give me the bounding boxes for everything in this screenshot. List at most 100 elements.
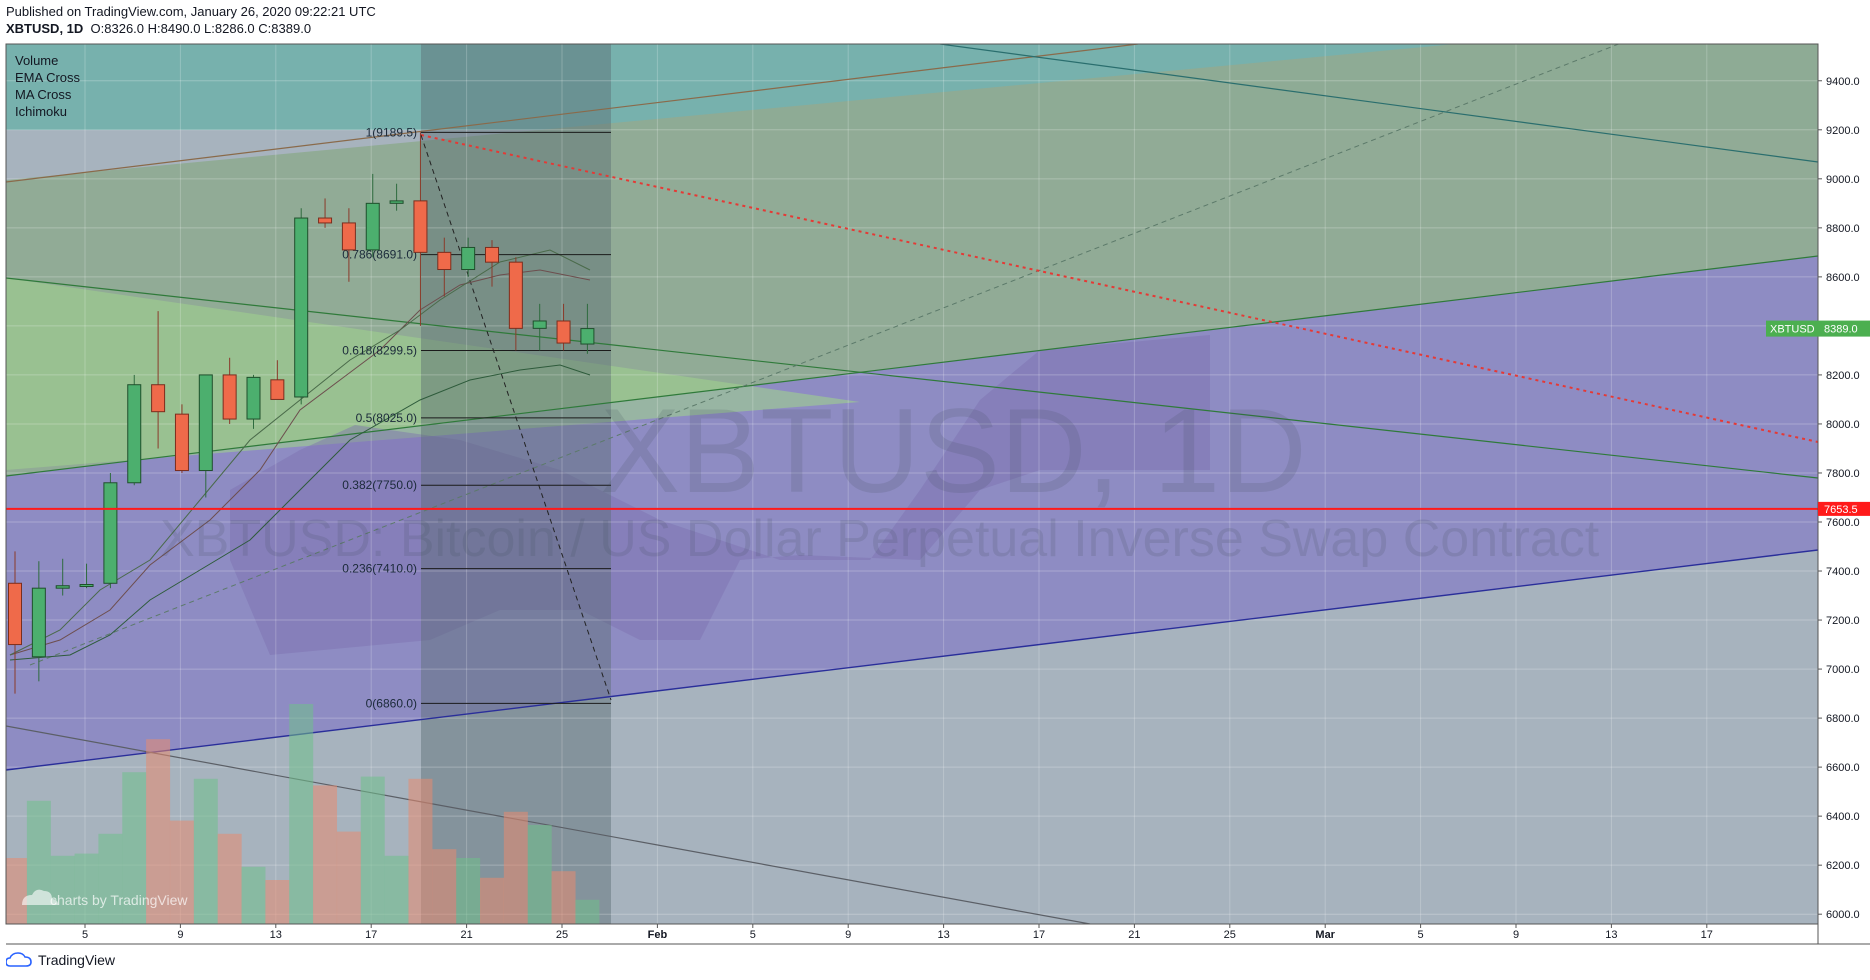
purple-channel-zone bbox=[6, 256, 1818, 770]
low-value: 8286.0 bbox=[214, 21, 255, 36]
candle-body[interactable] bbox=[508, 261, 523, 329]
fib-level-label: 0.382(7750.0) bbox=[342, 478, 417, 492]
candle-body[interactable] bbox=[55, 585, 70, 589]
symbol-tag bbox=[1766, 320, 1818, 337]
candle-body[interactable] bbox=[222, 374, 237, 420]
x-tick-label: 13 bbox=[270, 929, 282, 941]
volume-bar bbox=[456, 858, 481, 924]
indicator-legend[interactable]: Volume EMA Cross MA Cross Ichimoku bbox=[15, 52, 80, 120]
volume-bar bbox=[146, 739, 171, 924]
dashed-trend-line[interactable] bbox=[29, 20, 1680, 666]
chart-credit: charts by TradingView bbox=[50, 892, 188, 908]
x-tick-label: 5 bbox=[750, 929, 756, 941]
y-tick-label: 6400.0 bbox=[1826, 811, 1860, 823]
high-label: H: bbox=[147, 21, 161, 36]
resistance-line-upper[interactable] bbox=[6, 44, 1139, 183]
volume-bar bbox=[480, 877, 504, 924]
volume-bar bbox=[265, 880, 290, 924]
candle-body[interactable] bbox=[437, 251, 452, 271]
cloud-icon bbox=[22, 889, 58, 905]
x-tick-label: 5 bbox=[1418, 929, 1424, 941]
ichimoku-cloud bbox=[230, 335, 1210, 655]
ichimoku-baseline bbox=[9, 364, 591, 661]
candle-body[interactable] bbox=[103, 482, 118, 584]
volume-bar bbox=[241, 866, 266, 924]
x-tick-label: 9 bbox=[1513, 929, 1519, 941]
volume-bar bbox=[503, 811, 528, 924]
x-tick-label: 17 bbox=[1701, 929, 1713, 941]
y-tick-label: 9000.0 bbox=[1826, 174, 1860, 186]
candle-body[interactable] bbox=[461, 246, 476, 271]
time-axis[interactable] bbox=[6, 924, 1870, 944]
volume-bar bbox=[432, 849, 457, 924]
candle-body[interactable] bbox=[532, 320, 547, 329]
green-support-line[interactable] bbox=[6, 255, 1818, 477]
last-price-tag bbox=[1818, 320, 1870, 337]
candle-body[interactable] bbox=[294, 217, 309, 398]
volume-bar bbox=[384, 855, 409, 924]
volume-bar bbox=[527, 825, 552, 924]
y-tick-label: 7400.0 bbox=[1826, 566, 1860, 578]
candle-body[interactable] bbox=[485, 246, 499, 263]
fib-level-label: 0(6860.0) bbox=[366, 696, 417, 710]
candle-body[interactable] bbox=[389, 200, 404, 204]
candle-body[interactable] bbox=[556, 320, 571, 344]
candle-body[interactable] bbox=[79, 584, 94, 588]
teal-trendline[interactable] bbox=[939, 44, 1818, 163]
price-axis[interactable] bbox=[1818, 44, 1870, 924]
candle-body[interactable] bbox=[174, 413, 189, 472]
symbol-tag-text: XBTUSD bbox=[1770, 324, 1815, 336]
x-tick-label: 17 bbox=[365, 929, 377, 941]
red-dotted-trendline[interactable] bbox=[420, 134, 1818, 443]
y-tick-label: 7600.0 bbox=[1826, 517, 1860, 529]
candle-body[interactable] bbox=[341, 222, 356, 251]
footer-tradingview: TradingView bbox=[38, 952, 116, 968]
fib-level-label: 0.786(8691.0) bbox=[342, 248, 417, 262]
volume-bar bbox=[74, 853, 99, 924]
fib-level-label: 1(9189.5) bbox=[366, 125, 417, 139]
volume-bar bbox=[575, 899, 600, 924]
candle-body[interactable] bbox=[151, 384, 166, 413]
last-price-text: 8389.0 bbox=[1824, 324, 1858, 336]
indicator-ma-cross[interactable]: MA Cross bbox=[15, 87, 72, 102]
volume-bar bbox=[50, 855, 75, 924]
candle-body[interactable] bbox=[31, 587, 46, 658]
volume-bar bbox=[193, 778, 218, 924]
open-value: 8326.0 bbox=[104, 21, 145, 36]
volume-bar bbox=[26, 800, 51, 924]
x-tick-label: Mar bbox=[1315, 929, 1335, 941]
y-tick-label: 6200.0 bbox=[1826, 860, 1860, 872]
red-line-price-tag bbox=[1818, 501, 1870, 516]
candle-body[interactable] bbox=[198, 374, 213, 472]
candle-body[interactable] bbox=[8, 582, 22, 646]
candle-body[interactable] bbox=[413, 200, 428, 253]
y-tick-label: 8200.0 bbox=[1826, 370, 1860, 382]
y-tick-label: 8600.0 bbox=[1826, 272, 1860, 284]
x-tick-label: 21 bbox=[1128, 929, 1140, 941]
indicator-ema-cross[interactable]: EMA Cross bbox=[15, 70, 81, 85]
close-value: 8389.0 bbox=[271, 21, 312, 36]
x-tick-label: 25 bbox=[1224, 929, 1236, 941]
candle-body[interactable] bbox=[580, 328, 595, 345]
candle-body[interactable] bbox=[318, 217, 333, 224]
close-label: C: bbox=[258, 21, 272, 36]
indicator-ichimoku[interactable]: Ichimoku bbox=[15, 104, 68, 119]
tradingview-chart-logo: charts by TradingView bbox=[22, 889, 188, 908]
volume-bar bbox=[122, 772, 147, 924]
high-value: 8490.0 bbox=[160, 21, 201, 36]
volume-bar bbox=[98, 833, 123, 924]
candle-body[interactable] bbox=[127, 384, 142, 484]
candle-body[interactable] bbox=[246, 376, 261, 420]
candle-body[interactable] bbox=[270, 379, 285, 400]
candle-body[interactable] bbox=[365, 202, 380, 251]
lightgreen-triangle bbox=[6, 278, 860, 470]
volume-bar bbox=[313, 785, 338, 924]
y-tick-label: 9400.0 bbox=[1826, 76, 1860, 88]
volume-bar bbox=[217, 833, 242, 924]
red-line-price-text: 7653.5 bbox=[1824, 504, 1858, 516]
open-label: O: bbox=[90, 21, 105, 36]
volume-bar bbox=[360, 776, 385, 924]
indicator-volume[interactable]: Volume bbox=[15, 53, 59, 68]
y-tick-label: 7200.0 bbox=[1826, 615, 1860, 627]
